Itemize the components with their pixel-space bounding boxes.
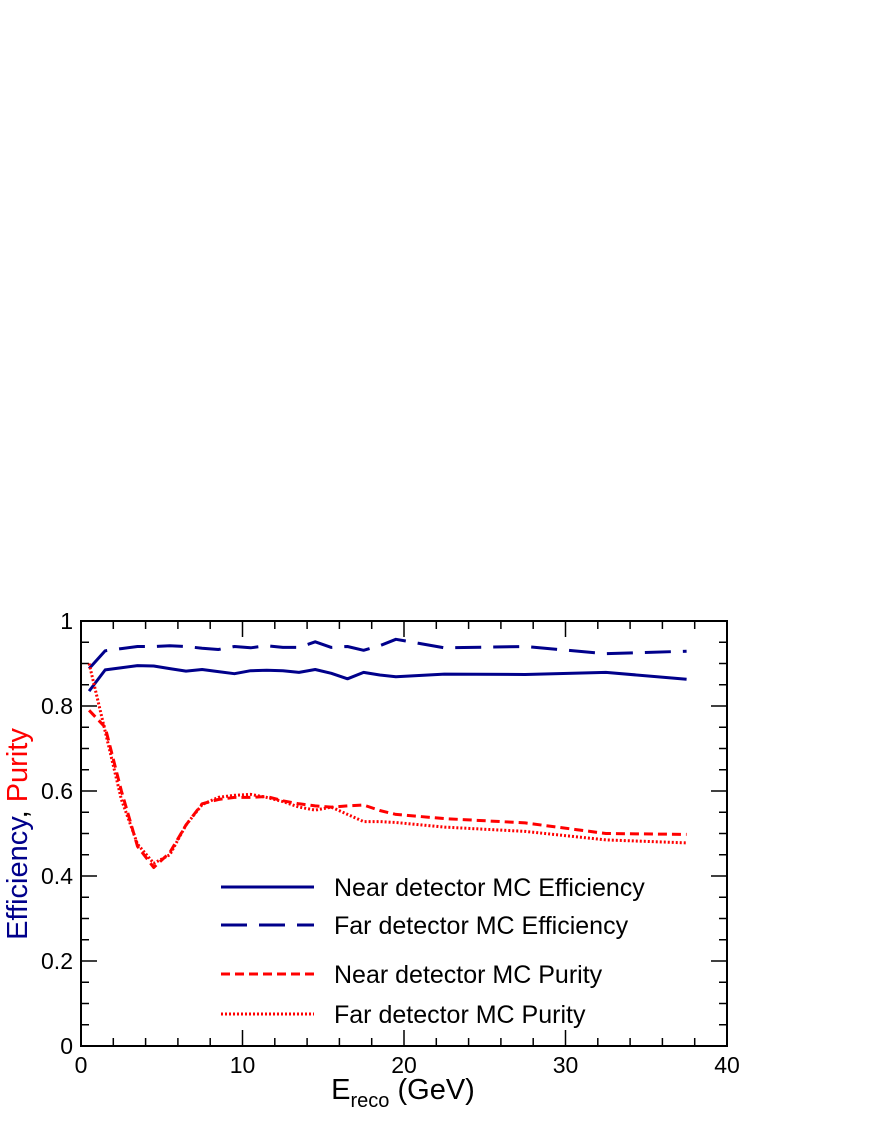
y-tick-label: 1 — [60, 608, 73, 634]
y-tick-label: 0.8 — [41, 693, 73, 719]
x-axis-label: Ereco (GeV) — [331, 1074, 475, 1112]
x-tick-label: 0 — [75, 1052, 88, 1078]
y-tick-label: 0.4 — [41, 863, 73, 889]
y-tick-label: 0 — [60, 1033, 73, 1059]
x-axis-label-main: E — [331, 1074, 350, 1106]
x-tick-label: 30 — [553, 1052, 579, 1078]
series-line-4 — [87, 663, 687, 865]
plot-frame — [80, 620, 728, 1047]
y-axis-label: Efficiency, Purity — [2, 728, 34, 940]
x-axis-label-unit: (GeV) — [389, 1074, 474, 1106]
series-line-3 — [88, 709, 687, 869]
x-axis-label-subscript: reco — [351, 1090, 390, 1112]
legend-label-1: Near detector MC Efficiency — [334, 874, 645, 902]
series-line-2 — [87, 637, 687, 670]
y-axis-label-separator: , — [2, 802, 34, 818]
y-tick-label: 0.2 — [41, 948, 73, 974]
legend-label-4: Far detector MC Purity — [334, 1001, 586, 1029]
y-tick-label: 0.6 — [41, 778, 73, 804]
x-tick-label: 20 — [391, 1052, 417, 1078]
y-axis-label-efficiency: Efficiency — [2, 816, 34, 940]
x-tick-label: 10 — [230, 1052, 256, 1078]
x-tick-label: 40 — [714, 1052, 740, 1078]
y-axis-label-purity: Purity — [2, 728, 34, 803]
tick-labels: 0 10 20 30 40 0 0.2 0.4 0.6 0.8 1 — [41, 608, 740, 1078]
series-line-1 — [87, 664, 687, 693]
legend: Near detector MC Efficiency Far detector … — [221, 874, 645, 1029]
series-layer — [87, 637, 687, 869]
legend-label-3: Near detector MC Purity — [334, 961, 603, 989]
legend-label-2: Far detector MC Efficiency — [334, 912, 629, 940]
